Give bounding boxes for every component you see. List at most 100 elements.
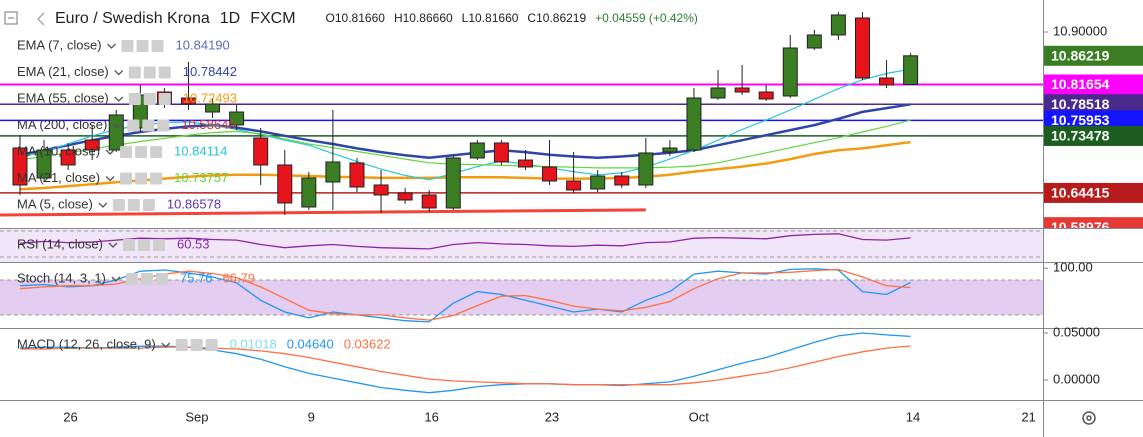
- dropdown-caret: [105, 149, 115, 155]
- visibility-button[interactable]: [122, 239, 135, 251]
- interval: 1D: [220, 10, 240, 27]
- indicator-line: [19, 268, 911, 323]
- indicator-name: MA (10, close): [17, 143, 100, 158]
- stoch-band: [0, 280, 1043, 315]
- candle-body: [421, 194, 437, 209]
- settings-button[interactable]: [1082, 411, 1096, 425]
- indicator-name: MACD (12, 26, close, 9): [17, 336, 156, 351]
- dropdown-caret: [112, 123, 122, 129]
- settings-button[interactable]: [135, 172, 148, 185]
- price-change: +0.04559 (+0.42%): [595, 11, 698, 25]
- price-badge-label: 10.73478: [1051, 128, 1110, 144]
- price-badge: [1044, 217, 1143, 228]
- candle-body: [590, 175, 606, 190]
- remove-button[interactable]: [150, 172, 163, 185]
- settings-button[interactable]: [140, 273, 153, 285]
- symbol-title: Euro / Swedish Krona: [55, 10, 210, 27]
- candle-body: [205, 103, 221, 113]
- back-arrow[interactable]: [36, 12, 45, 26]
- remove-button[interactable]: [158, 66, 171, 79]
- visibility-button[interactable]: [120, 172, 133, 185]
- price-badge: [1044, 94, 1143, 115]
- candle-body: [879, 77, 895, 86]
- price-badge-label: 10.64415: [1051, 185, 1110, 201]
- visibility-button[interactable]: [120, 146, 133, 158]
- indicator-name: MA (21, close): [17, 170, 100, 185]
- candle-body: [84, 139, 100, 151]
- remove-button[interactable]: [155, 273, 168, 285]
- candle-body: [445, 157, 461, 209]
- indicator-value: 10.84190: [176, 37, 230, 52]
- ohlc-value: 10.81660: [468, 11, 518, 25]
- remove-button[interactable]: [152, 239, 165, 251]
- candle-body: [903, 55, 919, 85]
- candle-body: [758, 91, 774, 100]
- indicator-name: RSI (14, close): [17, 236, 103, 251]
- x-tick-label: Oct: [689, 409, 710, 424]
- indicator-name: EMA (7, close): [17, 37, 102, 52]
- indicator-line: [19, 268, 911, 321]
- indicator-name: MA (5, close): [17, 196, 93, 211]
- remove-button[interactable]: [158, 93, 171, 105]
- settings-button[interactable]: [127, 199, 140, 211]
- candle-body: [662, 147, 678, 153]
- indicator-name: Stoch (14, 3, 1): [17, 270, 106, 285]
- visibility-button[interactable]: [112, 199, 125, 211]
- remove-button[interactable]: [142, 199, 155, 211]
- candle-body: [830, 14, 846, 36]
- plots: [0, 12, 1043, 394]
- settings-button[interactable]: [143, 66, 156, 79]
- indicator-value: 0.03622: [344, 336, 391, 351]
- price-axis: 10.90000 10.86219 10.81654 10.7851810.75953…: [1043, 23, 1143, 228]
- candle-body: [277, 164, 293, 204]
- visibility-button[interactable]: [175, 339, 188, 351]
- settings-button[interactable]: [137, 239, 150, 251]
- dropdown-caret: [105, 176, 115, 182]
- candle-body: [325, 161, 341, 183]
- axes: 10.90000 10.86219 10.81654 10.7851810.75953…: [63, 23, 1143, 424]
- candle-body: [397, 192, 413, 201]
- remove-button[interactable]: [157, 119, 170, 132]
- price-badge: [1044, 125, 1143, 146]
- indicator-value: 10.72493: [183, 90, 237, 105]
- y-tick-label: 10.90000: [1053, 23, 1107, 38]
- visibility-button[interactable]: [121, 40, 134, 52]
- remove-button[interactable]: [205, 339, 218, 351]
- candle-body: [253, 137, 269, 166]
- collapse-button[interactable]: [4, 11, 18, 25]
- ohlc-value: 10.86219: [536, 11, 586, 25]
- x-tick-label: Sep: [185, 409, 208, 424]
- price-badge-label: 10.75953: [1051, 112, 1110, 128]
- candle-body: [180, 97, 196, 105]
- remove-button[interactable]: [150, 146, 163, 158]
- indicator-value: 0.04640: [287, 336, 334, 351]
- candle-body: [566, 180, 582, 191]
- candle-body: [734, 87, 750, 93]
- settings-button[interactable]: [135, 146, 148, 158]
- settings-button[interactable]: [190, 339, 203, 351]
- settings-button[interactable]: [143, 93, 156, 105]
- ohlc-value: 10.86660: [403, 11, 453, 25]
- x-tick-label: 26: [63, 409, 77, 424]
- candle-body: [12, 147, 28, 186]
- ohlc-label: H: [394, 11, 403, 25]
- settings-button[interactable]: [136, 40, 149, 52]
- x-tick-label: 9: [308, 409, 315, 424]
- indicator-value: 10.73757: [174, 170, 228, 185]
- price-badge-label: 10.86219: [1051, 47, 1110, 63]
- visibility-button[interactable]: [128, 93, 141, 105]
- price-badge: [1044, 74, 1143, 95]
- indicator-name: EMA (21, close): [17, 64, 109, 79]
- trendline: [0, 208, 646, 217]
- visibility-button[interactable]: [127, 119, 140, 132]
- settings-button[interactable]: [142, 119, 155, 132]
- visibility-button[interactable]: [128, 66, 141, 79]
- remove-button[interactable]: [151, 40, 164, 52]
- dropdown-caret: [111, 276, 121, 282]
- visibility-button[interactable]: [125, 273, 138, 285]
- indicator-line: [19, 332, 911, 394]
- dropdown-caret: [114, 70, 124, 76]
- price-badge: [1044, 182, 1143, 203]
- dropdown-caret: [114, 96, 124, 102]
